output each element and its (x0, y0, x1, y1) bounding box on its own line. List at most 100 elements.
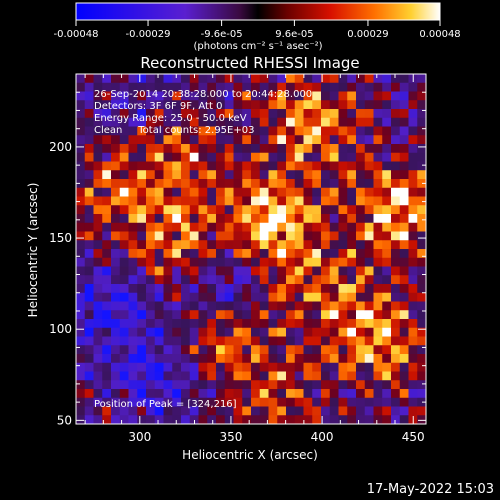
heatmap-cell (224, 380, 234, 390)
heatmap-cell (181, 380, 191, 390)
heatmap-cell (76, 310, 86, 320)
heatmap-cell (242, 170, 252, 180)
heatmap-cell (163, 406, 173, 416)
heatmap-cell (356, 389, 366, 399)
heatmap-cell (303, 354, 313, 364)
heatmap-cell (356, 310, 366, 320)
heatmap-cell (163, 266, 173, 276)
heatmap-cell (251, 397, 261, 407)
heatmap-cell (382, 415, 392, 425)
heatmap-cell (399, 74, 409, 84)
heatmap-cell (303, 275, 313, 285)
heatmap-cell (128, 292, 138, 302)
heatmap-cell (382, 231, 392, 241)
heatmap-cell (277, 362, 287, 372)
heatmap-cell (154, 179, 164, 189)
heatmap-cell (224, 109, 234, 119)
heatmap-cell (268, 266, 278, 276)
heatmap-cell (84, 187, 94, 197)
heatmap-cell (128, 222, 138, 232)
heatmap-cell (163, 187, 173, 197)
heatmap-cell (286, 196, 296, 206)
heatmap-cell (76, 389, 86, 399)
heatmap-cell (93, 240, 103, 250)
heatmap-cell (181, 371, 191, 381)
heatmap-cell (417, 144, 427, 154)
heatmap-cell (382, 266, 392, 276)
heatmap-cell (251, 161, 261, 171)
heatmap-cell (321, 205, 331, 215)
heatmap-cell (329, 415, 339, 425)
heatmap-cell (286, 266, 296, 276)
heatmap-cell (338, 161, 348, 171)
heatmap-cell (303, 380, 313, 390)
heatmap-cell (329, 345, 339, 355)
heatmap-cell (329, 170, 339, 180)
heatmap-cell (391, 74, 401, 84)
heatmap-cell (399, 362, 409, 372)
heatmap-cell (76, 135, 86, 145)
heatmap-cell (417, 187, 427, 197)
heatmap-cell (391, 327, 401, 337)
heatmap-cell (251, 91, 261, 101)
heatmap-cell (93, 389, 103, 399)
annotation-block: 26-Sep-2014 20:38:28.000 to 20:44:28.000… (94, 89, 312, 136)
colorbar-tick-label: -9.6e-05 (201, 29, 243, 40)
heatmap-cell (93, 327, 103, 337)
heatmap-cell (119, 397, 129, 407)
heatmap-cell (102, 354, 112, 364)
heatmap-cell (321, 152, 331, 162)
heatmap-cell (329, 179, 339, 189)
heatmap-cell (207, 397, 217, 407)
heatmap-cell (242, 135, 252, 145)
heatmap-cell (198, 205, 208, 215)
heatmap-cell (163, 319, 173, 329)
heatmap-cell (321, 161, 331, 171)
heatmap-cell (233, 415, 243, 425)
heatmap-cell (251, 345, 261, 355)
heatmap-cell (294, 310, 304, 320)
heatmap-cell (224, 74, 234, 84)
heatmap-cell (233, 336, 243, 346)
heatmap-cell (137, 371, 147, 381)
heatmap-cell (163, 301, 173, 311)
heatmap-cell (408, 380, 418, 390)
heatmap-cell (207, 371, 217, 381)
heatmap-cell (286, 257, 296, 267)
heatmap-cell (259, 327, 269, 337)
colorbar-tick-label: -0.00029 (126, 29, 171, 40)
heatmap-cell (408, 214, 418, 224)
heatmap-cell (172, 135, 182, 145)
heatmap-cell (163, 362, 173, 372)
heatmap-cell (321, 266, 331, 276)
heatmap-cell (259, 74, 269, 84)
heatmap-cell (338, 91, 348, 101)
heatmap-cell (84, 345, 94, 355)
heatmap-cell (259, 144, 269, 154)
heatmap-cell (364, 284, 374, 294)
heatmap-cell (93, 161, 103, 171)
heatmap-cell (146, 109, 156, 119)
heatmap-cell (242, 336, 252, 346)
heatmap-cell (277, 310, 287, 320)
heatmap-cell (172, 231, 182, 241)
heatmap-cell (111, 109, 121, 119)
heatmap-cell (111, 135, 121, 145)
heatmap-cell (189, 415, 199, 425)
heatmap-cell (102, 74, 112, 84)
heatmap-cell (286, 397, 296, 407)
heatmap-cell (181, 257, 191, 267)
heatmap-cell (408, 205, 418, 215)
heatmap-cell (294, 231, 304, 241)
heatmap-cell (259, 100, 269, 110)
heatmap-cell (93, 310, 103, 320)
heatmap-cell (391, 406, 401, 416)
heatmap-cell (277, 161, 287, 171)
heatmap-cell (76, 380, 86, 390)
heatmap-cell (356, 397, 366, 407)
heatmap-cell (417, 266, 427, 276)
heatmap-cell (382, 117, 392, 127)
heatmap-cell (128, 301, 138, 311)
heatmap-cell (338, 257, 348, 267)
heatmap-cell (181, 249, 191, 259)
